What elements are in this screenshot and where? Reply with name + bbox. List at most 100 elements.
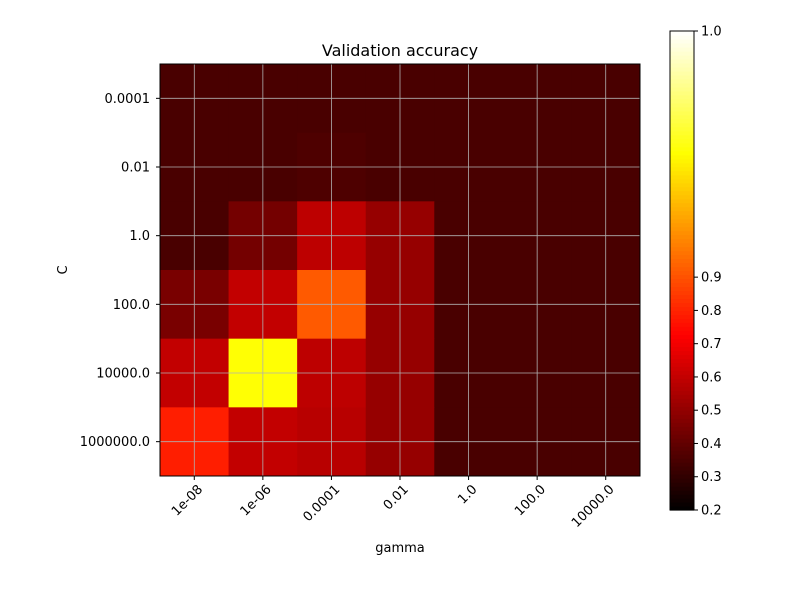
colorbar-segment [670,90,694,96]
colorbar-segment [670,382,694,387]
colorbar-segment [670,182,694,188]
colorbar-segment [670,502,694,507]
colorbar-segment [670,174,694,180]
colorbar-tick-label: 0.7 [701,337,722,352]
colorbar-segment [670,278,694,284]
colorbar-segment [670,314,694,319]
colorbar-segment [670,330,694,335]
colorbar-segment [670,258,694,264]
colorbar-segment [670,374,694,379]
colorbar-segment [670,310,694,316]
colorbar-segment [670,246,694,252]
colorbar-segment [670,50,694,56]
colorbar-segment [670,126,694,132]
colorbar-tick-label: 0.4 [701,437,722,452]
colorbar-segment [670,450,694,455]
colorbar-segment [670,62,694,68]
y-tick-label: 0.0001 [105,92,151,107]
colorbar-segment [670,262,694,268]
colorbar-segment [670,326,694,331]
colorbar-segment [670,194,694,200]
colorbar-segment [670,342,694,347]
y-tick-label: 0.01 [121,161,150,176]
colorbar-segment [670,486,694,491]
colorbar-segment [670,82,694,88]
colorbar-segment [670,398,694,403]
colorbar-segment [670,402,694,407]
colorbar-segment [670,298,694,304]
x-tick-label: 1.0 [455,482,480,507]
colorbar: 0.2 0.3 0.4 0.5 0.6 0.7 0.8 0.9 1.0 [669,25,722,519]
colorbar-segment [670,222,694,228]
colorbar-segment [670,370,694,375]
colorbar-segment [670,110,694,116]
colorbar-segment [670,506,694,511]
colorbar-segment [670,198,694,204]
colorbar-segment [670,394,694,399]
colorbar-segment [670,146,694,152]
colorbar-segment [670,42,694,48]
y-tick-label: 100.0 [113,298,150,313]
colorbar-segment [670,442,694,447]
x-axis-label: gamma [375,541,425,556]
colorbar-segment [670,270,694,276]
colorbar-segment [670,134,694,140]
colorbar-segment [670,238,694,244]
colorbar-segment [670,266,694,272]
colorbar-segment [670,446,694,451]
colorbar-segment [670,406,694,411]
colorbar-segment [670,34,694,40]
colorbar-segment [670,362,694,367]
colorbar-segment [670,318,694,323]
colorbar-segment [670,166,694,172]
colorbar-segment [670,410,694,415]
colorbar-segment [670,170,694,176]
colorbar-tick-label: 1.0 [701,25,722,40]
colorbar-tick-label: 0.2 [701,504,722,519]
colorbar-segment [670,202,694,208]
colorbar-segment [670,290,694,296]
colorbar-segment [670,66,694,72]
colorbar-frame [669,30,695,511]
colorbar-segment [670,350,694,355]
colorbar-segment [670,190,694,196]
colorbar-segment [670,206,694,212]
colorbar-segment [670,322,694,327]
x-tick-label: 10000.0 [569,482,618,531]
colorbar-segment [670,98,694,104]
colorbar-segment [670,454,694,459]
colorbar-segment [670,294,694,300]
colorbar-segment [670,102,694,108]
colorbar-segment [670,210,694,216]
colorbar-segment [670,214,694,220]
y-tick-label: 1000000.0 [80,435,150,450]
colorbar-segment [670,490,694,495]
colorbar-segment [670,286,694,292]
y-axis: 0.0001 0.01 1.0 100.0 10000.0 1000000.0 [80,92,160,450]
colorbar-segment [670,470,694,475]
colorbar-tick-label: 0.3 [701,470,722,485]
y-tick-label: 1.0 [129,229,150,244]
grid-lines [160,64,640,476]
x-tick-label: 0.01 [381,482,412,513]
colorbar-segment [670,74,694,80]
colorbar-segment [670,438,694,443]
colorbar-tick-label: 0.8 [701,304,722,319]
colorbar-segment [670,338,694,343]
colorbar-segment [670,242,694,248]
colorbar-segment [670,130,694,136]
x-tick-label: 100.0 [512,482,549,519]
colorbar-segment [670,482,694,487]
colorbar-segment [670,31,694,36]
colorbar-segment [670,302,694,308]
colorbar-segment [670,226,694,232]
colorbar-segment [670,158,694,164]
colorbar-segment [670,478,694,483]
colorbar-segment [670,434,694,439]
colorbar-segment [670,474,694,479]
colorbar-segment [670,462,694,467]
colorbar-segment [670,114,694,120]
colorbar-segment [670,426,694,431]
colorbar-segment [670,346,694,351]
